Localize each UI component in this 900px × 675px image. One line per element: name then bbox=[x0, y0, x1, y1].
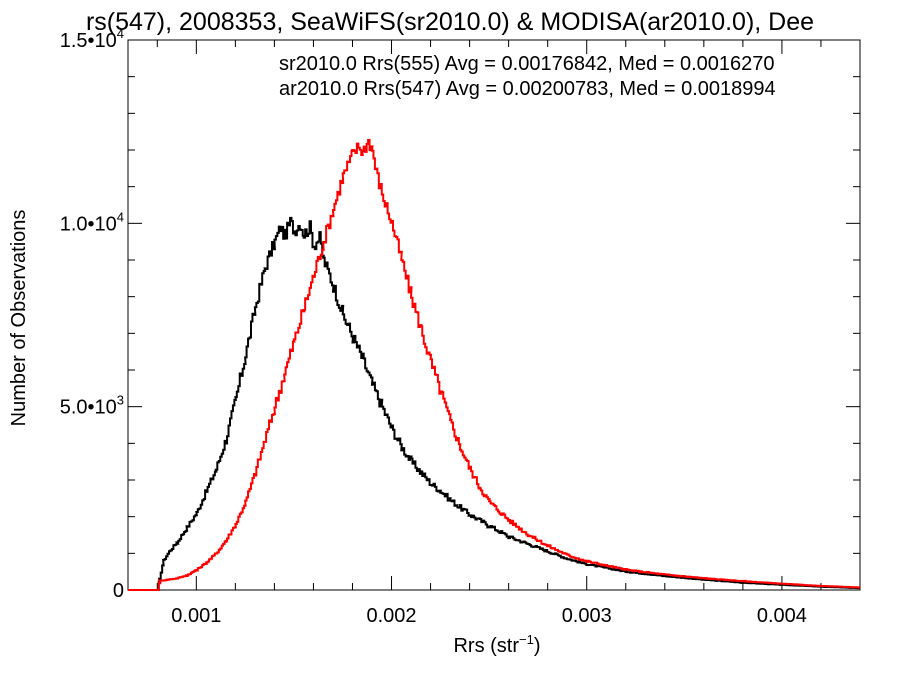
plot-frame bbox=[127, 39, 861, 591]
plot-border bbox=[127, 39, 861, 591]
series-ar2010-histogram bbox=[128, 139, 861, 591]
x-tick-label: 0.002 bbox=[366, 605, 416, 627]
x-tick-label: 0.004 bbox=[757, 605, 807, 627]
x-axis-label-close: ) bbox=[534, 635, 541, 657]
x-axis-label: Rrs (str−1) bbox=[453, 632, 540, 657]
legend: sr2010.0 Rrs(555) Avg = 0.00176842, Med … bbox=[279, 53, 776, 100]
series-layer bbox=[128, 139, 861, 591]
x-tick-label: 0.001 bbox=[171, 605, 221, 627]
legend-entry-sr2010: sr2010.0 Rrs(555) Avg = 0.00176842, Med … bbox=[279, 53, 775, 75]
y-axis-label: Number of Observations bbox=[8, 210, 30, 427]
y-tick-label: 1.0•104 bbox=[60, 209, 124, 235]
series-sr2010-histogram bbox=[128, 216, 860, 591]
x-axis-label-superscript: −1 bbox=[519, 632, 534, 647]
y-tick-label: 0 bbox=[113, 580, 124, 602]
y-tick-label: 5.0•103 bbox=[60, 393, 124, 419]
y-axis: 0 5.0•103 1.0•104 1.5•104 bbox=[60, 26, 860, 602]
chart-title: rs(547), 2008353, SeaWiFS(sr2010.0) & MO… bbox=[86, 8, 814, 36]
y-tick-label: 1.5•104 bbox=[60, 26, 124, 52]
legend-entry-ar2010: ar2010.0 Rrs(547) Avg = 0.00200783, Med … bbox=[279, 78, 776, 100]
x-axis-label-text: Rrs (str bbox=[453, 635, 519, 657]
x-axis: 0.001 0.002 0.003 0.004 bbox=[156, 40, 861, 627]
x-tick-label: 0.003 bbox=[562, 605, 612, 627]
